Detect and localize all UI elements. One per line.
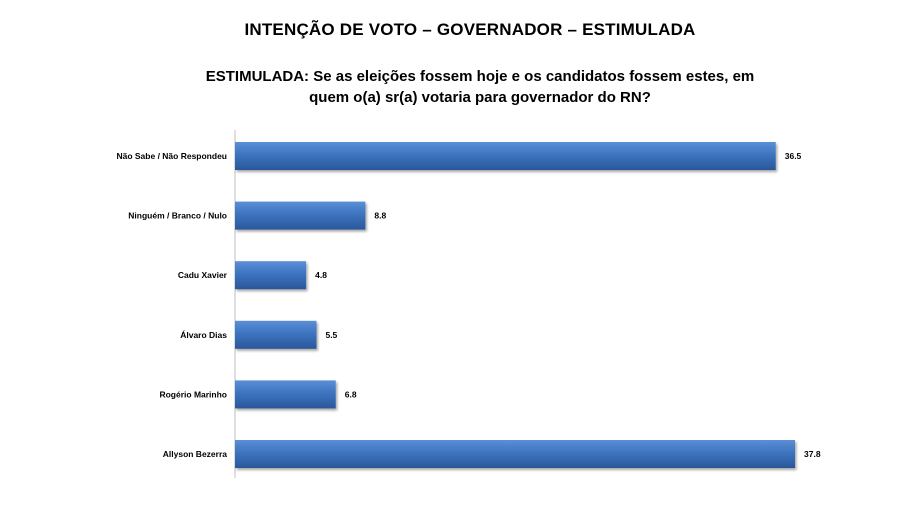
- question-text: ESTIMULADA: Se as eleições fossem hoje e…: [160, 66, 800, 108]
- value-label: 36.5: [785, 151, 802, 161]
- page-title: INTENÇÃO DE VOTO – GOVERNADOR – ESTIMULA…: [244, 20, 696, 39]
- category-label: Ninguém / Branco / Nulo: [128, 211, 227, 221]
- category-label: Cadu Xavier: [178, 270, 228, 280]
- bar: [235, 142, 776, 170]
- bar: [235, 440, 795, 468]
- value-label: 8.8: [374, 211, 386, 221]
- category-label: Não Sabe / Não Respondeu: [116, 151, 227, 161]
- category-label: Álvaro Dias: [180, 330, 227, 340]
- value-label: 4.8: [315, 270, 327, 280]
- category-label: Rogério Marinho: [159, 389, 227, 399]
- bar: [235, 261, 307, 290]
- category-label: Allyson Bezerra: [163, 449, 228, 459]
- question-line-1: ESTIMULADA: Se as eleições fossem hoje e…: [205, 68, 755, 85]
- bar: [235, 201, 366, 230]
- bar: [235, 380, 336, 409]
- value-label: 5.5: [325, 330, 337, 340]
- bar: [235, 320, 317, 349]
- bars-group: Não Sabe / Não Respondeu 36.5 Ninguém / Br…: [116, 142, 821, 468]
- value-label: 6.8: [345, 389, 357, 399]
- question-line-2: quem o(a) sr(a) votaria para governador …: [309, 89, 651, 106]
- value-label: 37.8: [804, 449, 821, 459]
